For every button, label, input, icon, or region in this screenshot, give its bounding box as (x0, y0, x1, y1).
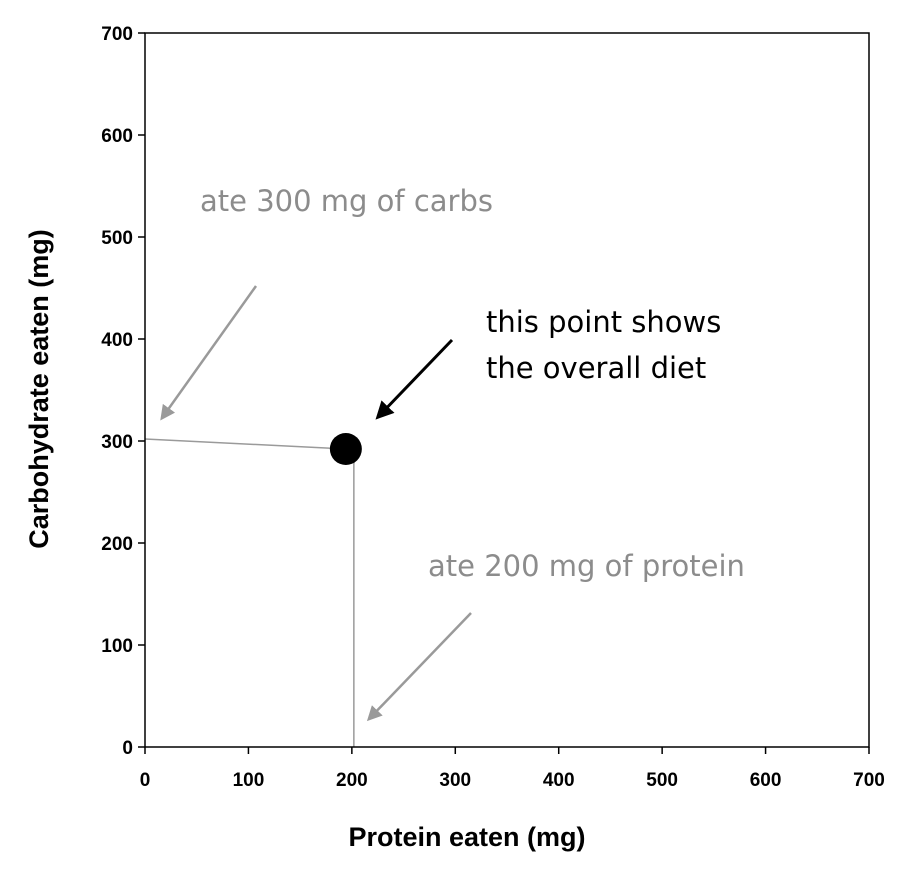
x-axis: 0 100 200 300 400 500 600 700 (140, 747, 885, 791)
x-tick-label: 500 (646, 770, 678, 791)
x-tick-label: 0 (140, 770, 151, 791)
point-annotation-line2: the overall diet (486, 351, 706, 385)
carbs-annotation: ate 300 mg of carbs (200, 184, 493, 218)
x-axis-title: Protein eaten (mg) (348, 822, 585, 852)
y-axis: 0 100 200 300 400 500 600 700 (101, 24, 145, 759)
y-tick-label: 0 (122, 738, 133, 759)
y-tick-label: 400 (101, 330, 133, 351)
point-arrow (375, 338, 454, 420)
y-tick-label: 300 (101, 432, 133, 453)
protein-annotation: ate 200 mg of protein (428, 549, 745, 583)
x-tick-label: 300 (439, 770, 471, 791)
y-tick-label: 100 (101, 636, 133, 657)
x-tick-label: 700 (853, 770, 885, 791)
x-tick-label: 200 (336, 770, 368, 791)
protein-arrow (366, 612, 472, 722)
x-tick-label: 600 (750, 770, 782, 791)
y-axis-title: Carbohydrate eaten (mg) (24, 229, 54, 549)
point-annotation-line1: this point shows (486, 305, 721, 339)
x-tick-label: 400 (543, 770, 575, 791)
y-tick-label: 200 (101, 534, 133, 555)
x-tick-label: 100 (233, 770, 265, 791)
carbs-guide-line (144, 438, 346, 450)
plot-area (144, 32, 870, 748)
y-tick-label: 700 (101, 24, 133, 45)
y-tick-label: 600 (101, 126, 133, 147)
carbs-arrow (160, 285, 258, 421)
y-tick-label: 500 (101, 228, 133, 249)
diet-data-point (329, 433, 362, 465)
